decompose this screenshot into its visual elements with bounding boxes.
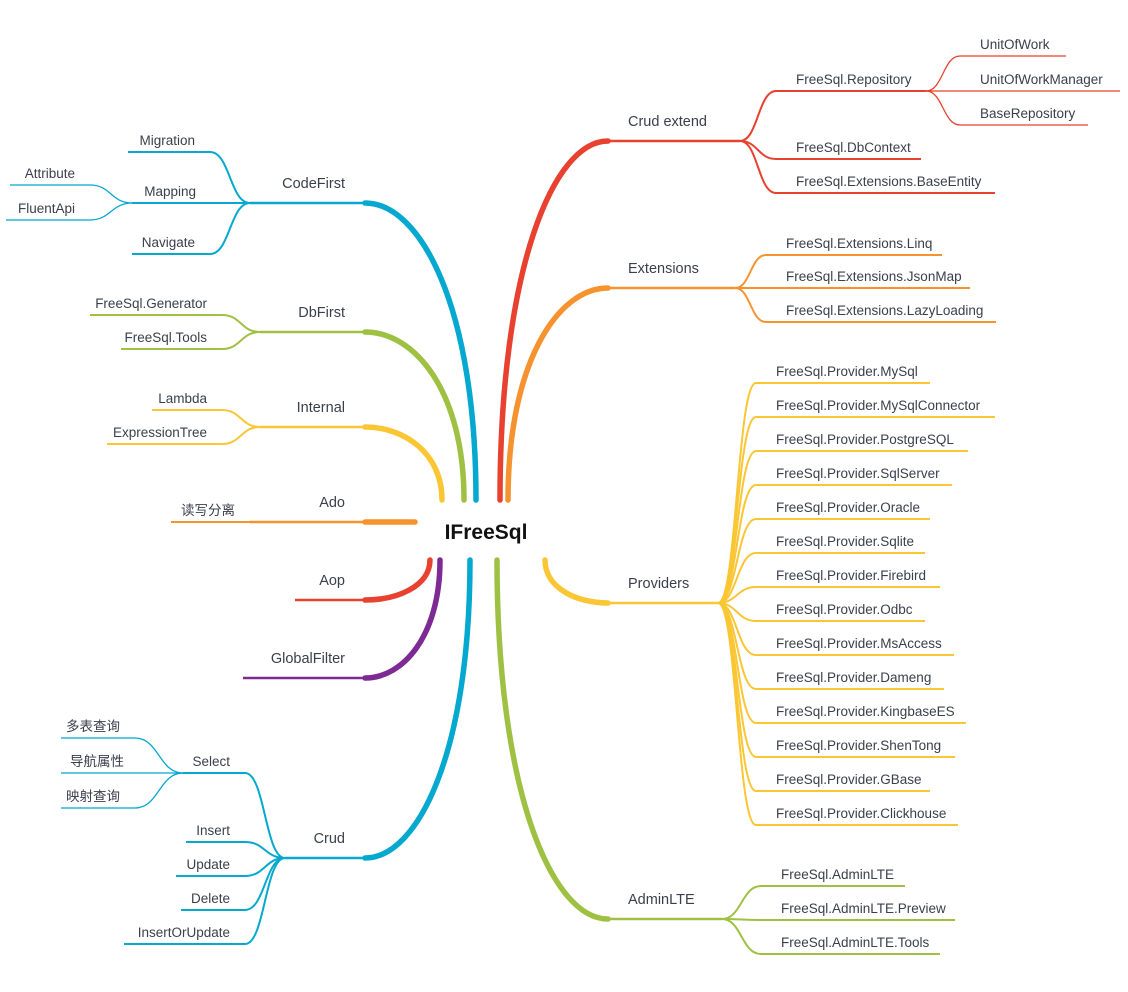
connector-line [244, 772, 286, 859]
node-insert[interactable]: Insert [196, 823, 230, 838]
node-freesql-provider-gbase[interactable]: FreeSql.Provider.GBase [776, 772, 922, 787]
node-freesql-provider-msaccess[interactable]: FreeSql.Provider.MsAccess [776, 636, 942, 651]
connector-line [542, 557, 611, 606]
node-freesql-provider-sqlserver[interactable]: FreeSql.Provider.SqlServer [776, 466, 940, 481]
node-unitofworkmanager[interactable]: UnitOfWorkManager [980, 72, 1103, 87]
connector-line [717, 602, 757, 758]
connector-line [221, 314, 261, 333]
node-crud[interactable]: Crud [314, 831, 345, 847]
connector-line [721, 885, 762, 920]
node-freesql-provider-dameng[interactable]: FreeSql.Provider.Dameng [776, 670, 931, 685]
node-freesql-repository[interactable]: FreeSql.Repository [796, 72, 912, 87]
node-update[interactable]: Update [186, 857, 230, 872]
node-migration[interactable]: Migration [139, 133, 195, 148]
connector-line [717, 416, 757, 604]
node-freesql-provider-clickhouse[interactable]: FreeSql.Provider.Clickhouse [776, 806, 946, 821]
node-select[interactable]: Select [192, 754, 230, 769]
node-node[interactable]: 导航属性 [70, 754, 124, 769]
node-node[interactable]: 映射查询 [66, 789, 120, 804]
node-delete[interactable]: Delete [191, 891, 230, 906]
connector-line [221, 409, 261, 428]
node-codefirst[interactable]: CodeFirst [282, 176, 345, 192]
node-attribute[interactable]: Attribute [25, 166, 75, 181]
connector-line [244, 857, 286, 945]
node-globalfilter[interactable]: GlobalFilter [271, 651, 345, 667]
connector-line [362, 424, 445, 503]
node-freesql-provider-oracle[interactable]: FreeSql.Provider.Oracle [776, 500, 920, 515]
connector-line [362, 200, 479, 503]
node-dbfirst[interactable]: DbFirst [298, 305, 345, 321]
node-freesql-provider-mysql[interactable]: FreeSql.Provider.MySql [776, 364, 918, 379]
node-node[interactable]: 多表查询 [66, 718, 120, 734]
node-crud-extend[interactable]: Crud extend [628, 114, 707, 130]
node-extensions[interactable]: Extensions [628, 261, 699, 277]
connector-line [362, 557, 473, 861]
connector-line [734, 254, 767, 289]
connector-line [209, 202, 251, 255]
node-freesql-adminlte-tools[interactable]: FreeSql.AdminLTE.Tools [781, 935, 930, 950]
node-freesql-provider-sqlite[interactable]: FreeSql.Provider.Sqlite [776, 534, 914, 549]
node-freesql-adminlte[interactable]: FreeSql.AdminLTE [781, 867, 894, 882]
node-adminlte[interactable]: AdminLTE [628, 892, 695, 908]
connector-line [739, 140, 777, 194]
node-freesql-extensions-linq[interactable]: FreeSql.Extensions.Linq [786, 236, 932, 251]
connector-line [734, 287, 767, 323]
connector-line [209, 151, 251, 204]
connector-line [739, 90, 777, 142]
node-freesql-generator[interactable]: FreeSql.Generator [95, 296, 207, 311]
connector-line [221, 426, 261, 445]
root-node[interactable]: IFreeSql [445, 521, 528, 544]
node-aop[interactable]: Aop [319, 573, 345, 589]
connector-line [89, 184, 133, 204]
connector-line [89, 202, 133, 221]
connector-line [717, 382, 757, 604]
node-freesql-extensions-lazyloading[interactable]: FreeSql.Extensions.LazyLoading [786, 303, 983, 318]
node-freesql-provider-postgresql[interactable]: FreeSql.Provider.PostgreSQL [776, 432, 954, 447]
node-freesql-tools[interactable]: FreeSql.Tools [124, 330, 207, 345]
node-ado[interactable]: Ado [319, 495, 345, 511]
node-insertorupdate[interactable]: InsertOrUpdate [138, 925, 230, 940]
connector-line [362, 557, 433, 603]
node-fluentapi[interactable]: FluentApi [18, 201, 75, 216]
node-freesql-provider-mysqlconnector[interactable]: FreeSql.Provider.MySqlConnector [776, 398, 981, 413]
node-freesql-provider-firebird[interactable]: FreeSql.Provider.Firebird [776, 568, 926, 583]
node-freesql-extensions-jsonmap[interactable]: FreeSql.Extensions.JsonMap [786, 269, 962, 284]
connector-line [134, 737, 184, 774]
node-expressiontree[interactable]: ExpressionTree [113, 425, 207, 440]
node-unitofwork[interactable]: UnitOfWork [980, 37, 1050, 52]
node-freesql-provider-kingbasees[interactable]: FreeSql.Provider.KingbaseES [776, 704, 955, 719]
node-freesql-provider-odbc[interactable]: FreeSql.Provider.Odbc [776, 602, 913, 617]
node-providers[interactable]: Providers [628, 576, 689, 592]
node-freesql-provider-shentong[interactable]: FreeSql.Provider.ShenTong [776, 738, 941, 753]
connector-line [362, 329, 467, 503]
connector-line [717, 602, 757, 826]
connector-line [134, 772, 184, 809]
connector-line [221, 331, 261, 350]
connector-line [717, 518, 757, 604]
connector-line [925, 55, 961, 92]
connector-line [494, 557, 611, 922]
node-mapping[interactable]: Mapping [144, 184, 196, 199]
connector-line [497, 138, 611, 503]
node-freesql-extensions-baseentity[interactable]: FreeSql.Extensions.BaseEntity [796, 174, 982, 189]
connector-line [362, 557, 443, 681]
node-node[interactable]: 读写分离 [181, 502, 235, 518]
node-navigate[interactable]: Navigate [142, 235, 195, 250]
node-internal[interactable]: Internal [297, 400, 345, 416]
connector-line [717, 484, 757, 604]
node-lambda[interactable]: Lambda [158, 391, 207, 406]
node-freesql-dbcontext[interactable]: FreeSql.DbContext [796, 140, 911, 155]
connector-line [505, 285, 611, 503]
connector-line [721, 918, 762, 955]
node-baserepository[interactable]: BaseRepository [980, 106, 1076, 121]
node-freesql-adminlte-preview[interactable]: FreeSql.AdminLTE.Preview [781, 901, 946, 916]
connector-line [925, 90, 961, 126]
